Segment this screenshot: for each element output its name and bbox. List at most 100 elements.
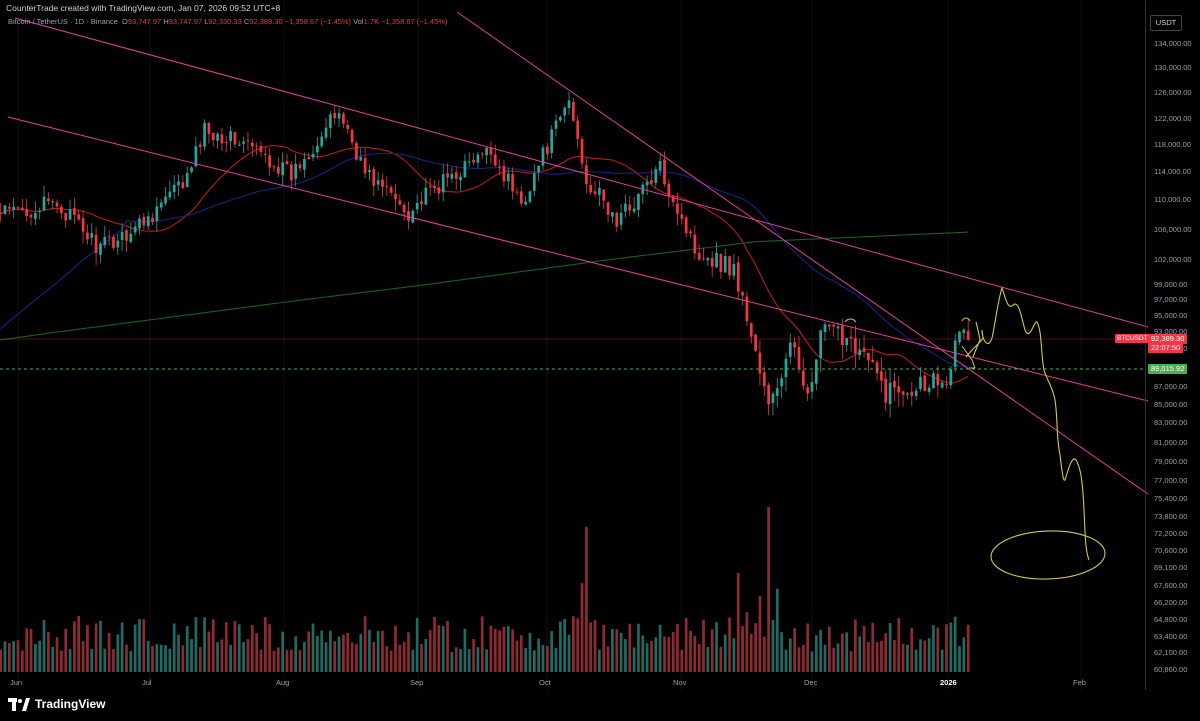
- candle-body: [502, 166, 506, 182]
- candle-body: [298, 164, 302, 169]
- volume-bar: [936, 627, 940, 672]
- candle-body: [263, 153, 267, 156]
- projection-path[interactable]: [965, 286, 1090, 561]
- candle-body: [415, 202, 419, 210]
- volume-bar: [919, 639, 922, 672]
- volume-bar: [320, 630, 324, 672]
- volume-bar: [715, 622, 718, 672]
- price-axis-label: 75,400.00: [1154, 494, 1188, 503]
- projection-drawing[interactable]: [844, 286, 1106, 581]
- volume-bar: [884, 633, 888, 672]
- volume-bar: [289, 649, 293, 672]
- volume-bar: [146, 640, 150, 672]
- candle-body: [346, 125, 350, 129]
- symbol-price-tag: BTCUSDT: [1115, 334, 1150, 343]
- candle-body: [624, 203, 627, 212]
- volume-bar: [576, 618, 580, 672]
- candle-body: [550, 129, 554, 153]
- candle-body: [667, 183, 671, 197]
- volume-bar: [333, 641, 337, 672]
- candle-body: [572, 101, 575, 121]
- candle-body: [532, 173, 536, 191]
- moving-average-line: [0, 152, 969, 367]
- trend-lines[interactable]: [7, 11, 1149, 495]
- volume-bar: [793, 628, 796, 672]
- volume-bar: [762, 636, 766, 672]
- symbol-legend[interactable]: Bitcoin / TetherUS · 1D · Binance O93,74…: [8, 17, 447, 26]
- price-axis-label: 87,000.00: [1154, 382, 1188, 391]
- volume-bar: [845, 632, 849, 672]
- candle-body: [663, 159, 666, 185]
- candle-body: [845, 337, 849, 346]
- volume-bar: [945, 624, 948, 672]
- symbol-title[interactable]: Bitcoin / TetherUS · 1D · Binance: [8, 17, 118, 26]
- candle-body: [229, 131, 232, 142]
- trend-line-upper-channel[interactable]: [14, 17, 1149, 328]
- trend-line-lower-channel[interactable]: [7, 116, 1149, 402]
- candle-body: [250, 142, 254, 147]
- candle-body: [168, 191, 172, 198]
- volume-bar: [511, 629, 514, 672]
- candle-body: [806, 387, 810, 394]
- volume-bar: [398, 644, 402, 672]
- volume-bar: [350, 642, 354, 672]
- candle-body: [207, 123, 211, 134]
- volume-bar: [385, 646, 389, 672]
- volume-bar: [177, 634, 180, 672]
- candle-body: [541, 147, 545, 166]
- volume-bar: [589, 622, 593, 672]
- candle-body: [567, 100, 571, 108]
- volume-bar: [914, 649, 918, 672]
- volume-bar: [628, 623, 632, 672]
- volume-bar: [168, 648, 172, 672]
- arrow-marker[interactable]: [961, 345, 976, 369]
- volume-bar: [559, 621, 562, 672]
- top-marker[interactable]: [961, 317, 971, 322]
- candle-body: [99, 243, 102, 255]
- trend-line-steep[interactable]: [456, 11, 1149, 495]
- volume-bar: [710, 629, 714, 672]
- volume-bar: [563, 619, 567, 672]
- candle-body: [958, 331, 961, 343]
- candle-body: [159, 202, 163, 208]
- candle-body: [862, 347, 866, 352]
- candle-body: [910, 391, 914, 396]
- volume-bar: [780, 632, 783, 672]
- candle-body: [654, 169, 658, 183]
- volume-bar: [337, 636, 341, 672]
- candle-body: [459, 176, 462, 181]
- candle-body: [398, 200, 402, 205]
- candle-body: [94, 234, 98, 254]
- volume-bar: [706, 647, 710, 672]
- volume-bar: [107, 632, 111, 672]
- candle-body: [936, 374, 940, 386]
- volume-bar: [81, 641, 85, 672]
- time-axis-label: Sep: [410, 678, 424, 687]
- low-label: L: [204, 17, 209, 26]
- tradingview-logo[interactable]: TradingView: [8, 697, 105, 711]
- candle-body: [637, 193, 640, 210]
- candle-body: [689, 231, 692, 234]
- volume-bar: [94, 623, 98, 672]
- volume-bar: [615, 629, 619, 672]
- volume-bar: [962, 637, 966, 672]
- dec-top-marker[interactable]: [844, 318, 857, 323]
- volume-bar: [437, 625, 441, 672]
- price-lines: [0, 338, 1145, 370]
- candle-body: [138, 218, 141, 229]
- price-axis-label: 85,000.00: [1154, 400, 1188, 409]
- volume-bar: [572, 616, 575, 672]
- currency-selector[interactable]: USDT: [1150, 15, 1182, 31]
- candle-body: [788, 342, 792, 357]
- volume-bar: [103, 648, 107, 672]
- volume-bar: [272, 650, 276, 672]
- candle-body: [446, 173, 449, 178]
- moving-averages: [0, 145, 969, 385]
- candle-body: [259, 145, 263, 153]
- candle-body: [342, 113, 345, 124]
- candle-body: [506, 173, 510, 182]
- target-zone-circle[interactable]: [990, 529, 1106, 581]
- candle-body: [563, 107, 567, 116]
- volume-bar: [112, 649, 115, 672]
